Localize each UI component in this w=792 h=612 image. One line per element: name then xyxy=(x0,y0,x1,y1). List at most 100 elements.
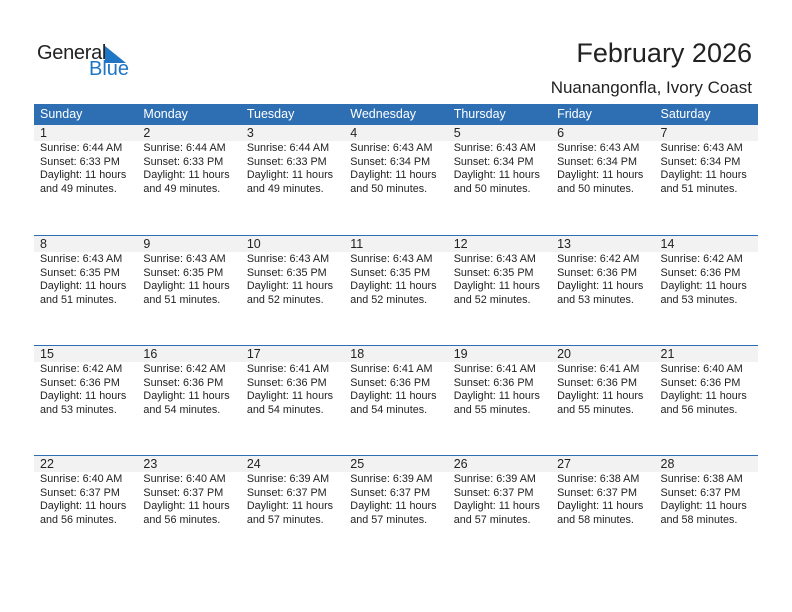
day-info: Sunrise: 6:40 AM Sunset: 6:37 PM Daylight:… xyxy=(137,472,240,527)
day-daylight1: Daylight: 11 hours xyxy=(246,500,334,512)
day-number: 23 xyxy=(137,456,241,472)
day-daylight2: and 55 minutes. xyxy=(453,403,531,416)
day-sunrise: Sunrise: 6:40 AM xyxy=(660,363,743,375)
day-number: 27 xyxy=(551,456,655,472)
day-sunrise: Sunrise: 6:43 AM xyxy=(660,142,743,154)
day-cell: 18 Sunrise: 6:41 AM Sunset: 6:36 PM Dayligh… xyxy=(344,346,448,455)
day-daylight1: Daylight: 11 hours xyxy=(350,280,437,292)
day-number: 20 xyxy=(551,346,655,362)
day-info: Sunrise: 6:39 AM Sunset: 6:37 PM Daylight:… xyxy=(344,472,447,527)
day-sunrise: Sunrise: 6:40 AM xyxy=(40,473,123,485)
day-sunset: Sunset: 6:37 PM xyxy=(143,486,224,499)
day-number: 26 xyxy=(447,456,552,472)
day-info: Sunrise: 6:43 AM Sunset: 6:34 PM Daylight:… xyxy=(448,141,551,196)
day-daylight2: and 51 minutes. xyxy=(660,182,738,195)
day-sunrise: Sunrise: 6:44 AM xyxy=(143,142,226,154)
day-info: Sunrise: 6:38 AM Sunset: 6:37 PM Daylight:… xyxy=(655,472,758,527)
day-number: 12 xyxy=(447,236,552,252)
day-cell: 12 Sunrise: 6:43 AM Sunset: 6:35 PM Dayligh… xyxy=(447,236,552,345)
day-sunset: Sunset: 6:34 PM xyxy=(453,155,534,168)
day-number: 21 xyxy=(654,346,758,362)
location: Nuanangonfla, Ivory Coast xyxy=(550,78,752,97)
weekday-saturday: Saturday xyxy=(660,107,711,121)
day-sunrise: Sunrise: 6:42 AM xyxy=(557,253,640,265)
day-cell: 27 Sunrise: 6:38 AM Sunset: 6:37 PM Dayligh… xyxy=(551,456,655,565)
day-daylight1: Daylight: 11 hours xyxy=(40,169,127,181)
day-sunrise: Sunrise: 6:43 AM xyxy=(350,142,433,154)
day-cell: 15 Sunrise: 6:42 AM Sunset: 6:36 PM Dayligh… xyxy=(34,346,138,455)
day-daylight1: Daylight: 11 hours xyxy=(660,280,747,292)
day-daylight1: Daylight: 11 hours xyxy=(557,169,644,181)
day-daylight1: Daylight: 11 hours xyxy=(660,390,747,402)
day-cell: 23 Sunrise: 6:40 AM Sunset: 6:37 PM Dayligh… xyxy=(137,456,241,565)
day-cell: 1 Sunrise: 6:44 AM Sunset: 6:33 PM Daylight… xyxy=(34,125,138,235)
day-number: 25 xyxy=(344,456,448,472)
day-daylight2: and 51 minutes. xyxy=(143,293,221,306)
day-info: Sunrise: 6:41 AM Sunset: 6:36 PM Daylight:… xyxy=(448,362,551,417)
day-sunset: Sunset: 6:36 PM xyxy=(557,266,637,279)
day-info: Sunrise: 6:39 AM Sunset: 6:37 PM Daylight:… xyxy=(241,472,344,527)
day-sunrise: Sunrise: 6:43 AM xyxy=(453,253,536,265)
day-sunset: Sunset: 6:33 PM xyxy=(40,155,120,168)
day-sunrise: Sunrise: 6:39 AM xyxy=(246,473,330,485)
day-info: Sunrise: 6:43 AM Sunset: 6:34 PM Daylight:… xyxy=(551,141,654,196)
day-cell: 26 Sunrise: 6:39 AM Sunset: 6:37 PM Dayligh… xyxy=(447,456,552,565)
day-sunset: Sunset: 6:33 PM xyxy=(143,155,224,168)
day-sunset: Sunset: 6:35 PM xyxy=(40,266,120,279)
day-daylight1: Daylight: 11 hours xyxy=(246,280,334,292)
day-daylight2: and 58 minutes. xyxy=(660,513,738,526)
day-sunrise: Sunrise: 6:42 AM xyxy=(660,253,743,265)
day-sunset: Sunset: 6:34 PM xyxy=(557,155,637,168)
day-cell: 17 Sunrise: 6:41 AM Sunset: 6:36 PM Dayligh… xyxy=(240,346,345,455)
day-sunrise: Sunrise: 6:43 AM xyxy=(557,142,640,154)
day-number: 7 xyxy=(654,125,758,141)
day-info: Sunrise: 6:43 AM Sunset: 6:35 PM Daylight:… xyxy=(34,252,137,307)
logo-triangle-icon xyxy=(105,46,126,63)
weekday-friday: Friday xyxy=(557,107,592,121)
day-sunset: Sunset: 6:37 PM xyxy=(660,486,741,499)
day-daylight2: and 49 minutes. xyxy=(40,182,117,195)
day-daylight2: and 53 minutes. xyxy=(557,293,634,306)
day-sunset: Sunset: 6:37 PM xyxy=(246,486,327,499)
day-number: 6 xyxy=(551,125,655,141)
day-number: 3 xyxy=(240,125,345,141)
day-number: 10 xyxy=(240,236,345,252)
day-number: 17 xyxy=(240,346,345,362)
day-sunset: Sunset: 6:33 PM xyxy=(246,155,327,168)
day-sunset: Sunset: 6:35 PM xyxy=(143,266,224,279)
day-cell: 20 Sunrise: 6:41 AM Sunset: 6:36 PM Dayligh… xyxy=(551,346,655,455)
day-daylight1: Daylight: 11 hours xyxy=(453,390,540,402)
day-number: 2 xyxy=(137,125,241,141)
day-number: 4 xyxy=(344,125,448,141)
day-daylight2: and 51 minutes. xyxy=(40,293,117,306)
day-daylight2: and 49 minutes. xyxy=(143,182,221,195)
day-number: 22 xyxy=(34,456,138,472)
day-number: 15 xyxy=(34,346,138,362)
day-daylight1: Daylight: 11 hours xyxy=(143,169,230,181)
day-daylight1: Daylight: 11 hours xyxy=(40,390,127,402)
weekday-sunday: Sunday xyxy=(40,107,83,121)
logo-word-blue: Blue xyxy=(89,58,130,80)
day-sunrise: Sunrise: 6:43 AM xyxy=(40,253,123,265)
day-sunset: Sunset: 6:36 PM xyxy=(246,376,327,389)
day-info: Sunrise: 6:41 AM Sunset: 6:36 PM Daylight:… xyxy=(551,362,654,417)
day-cell: 8 Sunrise: 6:43 AM Sunset: 6:35 PM Daylight… xyxy=(34,236,138,345)
day-daylight1: Daylight: 11 hours xyxy=(660,169,747,181)
day-sunrise: Sunrise: 6:41 AM xyxy=(246,363,330,375)
day-sunrise: Sunrise: 6:41 AM xyxy=(557,363,640,375)
day-daylight1: Daylight: 11 hours xyxy=(143,500,230,512)
day-cell: 10 Sunrise: 6:43 AM Sunset: 6:35 PM Dayligh… xyxy=(240,236,345,345)
day-sunset: Sunset: 6:36 PM xyxy=(660,266,741,279)
day-sunset: Sunset: 6:34 PM xyxy=(350,155,431,168)
day-daylight2: and 53 minutes. xyxy=(40,403,117,416)
day-number: 9 xyxy=(137,236,241,252)
day-number: 11 xyxy=(344,236,448,252)
day-sunrise: Sunrise: 6:41 AM xyxy=(453,363,536,375)
day-sunrise: Sunrise: 6:43 AM xyxy=(143,253,226,265)
day-daylight2: and 54 minutes. xyxy=(350,403,428,416)
day-daylight1: Daylight: 11 hours xyxy=(143,280,230,292)
day-daylight1: Daylight: 11 hours xyxy=(557,500,644,512)
day-number: 18 xyxy=(344,346,448,362)
day-info: Sunrise: 6:38 AM Sunset: 6:37 PM Daylight:… xyxy=(551,472,654,527)
